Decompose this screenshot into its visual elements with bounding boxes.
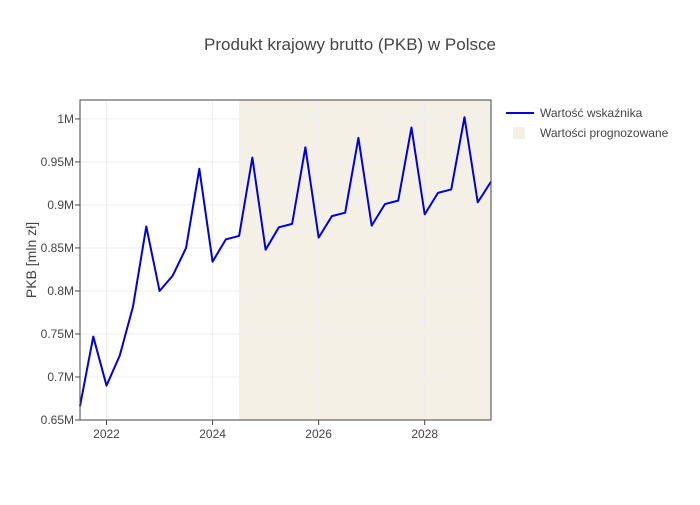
y-tick-label: 0.7M: [47, 370, 74, 384]
forecast-region-layer: [239, 100, 491, 420]
x-axis-ticks: 2022 2024 2026 2028: [93, 420, 438, 441]
y-tick-label: 1M: [57, 112, 74, 126]
plot-frame: [79, 99, 492, 421]
legend-item-series[interactable]: Wartość wskaźnika: [540, 106, 643, 120]
y-tick-label: 0.75M: [41, 327, 74, 341]
chart-title: Produkt krajowy brutto (PKB) w Polsce: [204, 35, 496, 54]
x-tick-label: 2028: [411, 427, 438, 441]
forecast-region: [239, 100, 491, 420]
series-line: [79, 116, 492, 407]
y-tick-label: 0.65M: [41, 413, 74, 427]
legend-item-forecast[interactable]: Wartości prognozowane: [540, 126, 669, 140]
legend[interactable]: Wartość wskaźnika Wartości prognozowane: [506, 106, 669, 140]
y-axis-title: PKB [mln zł]: [23, 222, 39, 298]
x-tick-label: 2022: [93, 427, 120, 441]
y-tick-label: 0.95M: [41, 155, 74, 169]
series-layer: [79, 116, 492, 407]
legend-forecast-swatch: [513, 127, 525, 139]
y-tick-label: 0.8M: [47, 284, 74, 298]
y-tick-label: 0.9M: [47, 198, 74, 212]
x-tick-label: 2026: [305, 427, 332, 441]
y-tick-label: 0.85M: [41, 241, 74, 255]
x-tick-label: 2024: [199, 427, 226, 441]
y-axis-ticks: 0.65M 0.7M 0.75M 0.8M 0.85M 0.9M 0.95M 1M: [41, 112, 80, 427]
